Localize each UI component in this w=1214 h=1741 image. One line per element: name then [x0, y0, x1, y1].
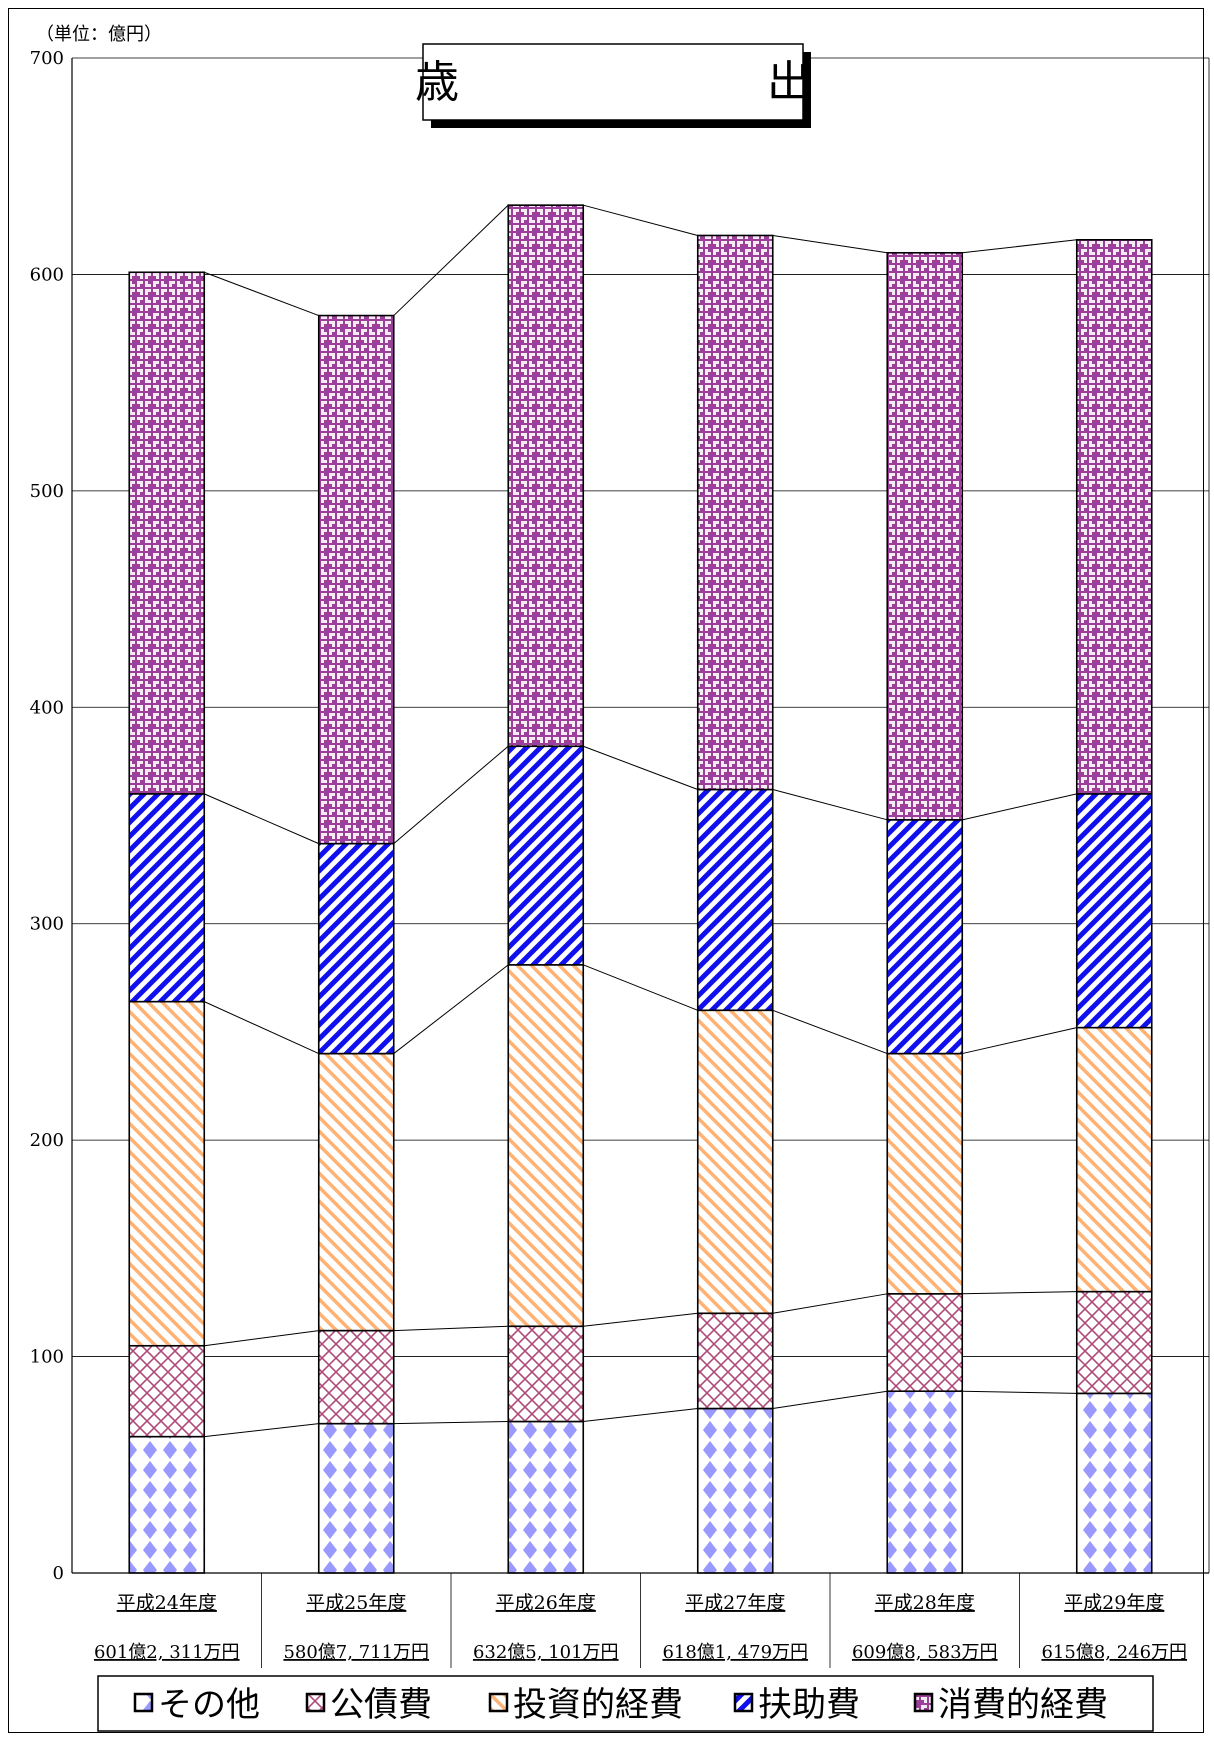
axes — [71, 58, 1210, 1668]
bar-segment — [696, 1312, 774, 1410]
bar-segment — [696, 1009, 774, 1315]
connector-lines — [204, 204, 1077, 1438]
chart-title-text: 歳 出 — [415, 57, 811, 108]
bar-segment — [886, 1293, 964, 1392]
category-label: 平成25年度 — [306, 1592, 406, 1614]
legend-swatch — [133, 1692, 154, 1713]
series-connector — [962, 793, 1077, 821]
chart-frame — [8, 8, 1204, 1733]
y-tick-label: 400 — [30, 697, 64, 718]
labels: 0 100 200 300 400 500 600 700 平成24年度 601億2, 311万円… — [30, 48, 1187, 1663]
series-connector — [583, 964, 698, 1011]
series-connector — [772, 1009, 888, 1055]
series-connector — [583, 745, 698, 790]
legend-label: 消費的経費 — [938, 1685, 1108, 1725]
series-connector — [393, 1325, 509, 1332]
series-connector — [583, 204, 698, 236]
series-connector — [204, 1423, 319, 1438]
category-label: 平成28年度 — [875, 1592, 975, 1614]
legend-swatch — [305, 1692, 326, 1713]
category-label: 平成26年度 — [496, 1592, 596, 1614]
y-tick-label: 700 — [30, 48, 64, 69]
legend-label: 公債費 — [330, 1685, 432, 1725]
series-connector — [204, 271, 319, 317]
bar-segment — [886, 1052, 964, 1295]
total-label: 618億1, 479万円 — [662, 1642, 808, 1663]
category-label: 平成29年度 — [1064, 1592, 1164, 1614]
bar-segment — [696, 234, 774, 791]
bar-segment — [317, 314, 395, 845]
y-tick-label: 300 — [30, 914, 64, 935]
bar-segment — [507, 1420, 585, 1574]
series-connector — [583, 1312, 698, 1327]
series-connector — [962, 239, 1077, 254]
legend-label: その他 — [158, 1685, 260, 1725]
bar-segment — [317, 1052, 395, 1332]
bar-segment — [507, 1325, 585, 1423]
series-connector — [204, 793, 319, 845]
series-connector — [204, 1330, 319, 1347]
category-label: 平成27年度 — [685, 1592, 785, 1614]
bar-segment — [696, 788, 774, 1012]
bar-segment — [128, 1344, 206, 1438]
bar-segment — [696, 1407, 774, 1574]
bar-segment — [317, 1329, 395, 1425]
series-connector — [772, 789, 888, 821]
grid — [72, 57, 1209, 1357]
y-tick-label: 0 — [53, 1563, 64, 1584]
legend-swatch — [733, 1692, 754, 1713]
series-connector — [772, 234, 888, 254]
series-connector — [393, 964, 509, 1054]
series-connector — [772, 1293, 888, 1314]
series-connector — [204, 1001, 319, 1055]
bar-segment — [507, 964, 585, 1328]
bar-segment — [128, 1000, 206, 1347]
bars — [128, 204, 1153, 1574]
bar-segment — [128, 793, 206, 1003]
bar-segment — [1075, 1392, 1153, 1574]
total-label: 609億8, 583万円 — [852, 1642, 998, 1663]
series-connector — [393, 1421, 509, 1425]
chart-title: 歳 出 — [415, 43, 811, 128]
legend: その他 公債費 投資的経費 扶助費 消費的経費 — [97, 1675, 1154, 1732]
total-label: 601億2, 311万円 — [94, 1642, 240, 1663]
y-tick-label: 500 — [30, 481, 64, 502]
y-tick-label: 600 — [30, 264, 64, 285]
bar-segment — [1075, 1026, 1153, 1293]
bar-segment — [1075, 239, 1153, 795]
series-connector — [962, 1390, 1077, 1394]
series-connector — [583, 1408, 698, 1422]
total-label: 632億5, 101万円 — [473, 1642, 619, 1663]
series-connector — [772, 1390, 888, 1410]
bar-segment — [317, 842, 395, 1055]
bar-segment — [886, 1390, 964, 1574]
total-label: 580億7, 711万円 — [283, 1642, 429, 1663]
y-tick-label: 200 — [30, 1130, 64, 1151]
category-label: 平成24年度 — [117, 1592, 217, 1614]
bar-segment — [317, 1422, 395, 1574]
series-connector — [393, 745, 509, 845]
series-connector — [962, 1027, 1077, 1055]
total-label: 615億8, 246万円 — [1041, 1642, 1187, 1663]
series-connector — [393, 204, 509, 316]
bar-segment — [886, 251, 964, 821]
series-connector — [962, 1291, 1077, 1295]
legend-label: 扶助費 — [758, 1685, 860, 1725]
y-tick-label: 100 — [30, 1347, 64, 1368]
bar-segment — [1075, 1290, 1153, 1395]
bar-segment — [886, 819, 964, 1055]
bar-segment — [1075, 793, 1153, 1029]
legend-swatch — [488, 1692, 509, 1713]
bar-segment — [507, 204, 585, 748]
unit-label: （単位：億円） — [36, 24, 162, 45]
legend-swatch — [913, 1692, 934, 1713]
bar-segment — [128, 1435, 206, 1574]
legend-label: 投資的経費 — [513, 1685, 683, 1725]
bar-segment — [128, 271, 206, 795]
bar-segment — [507, 745, 585, 966]
